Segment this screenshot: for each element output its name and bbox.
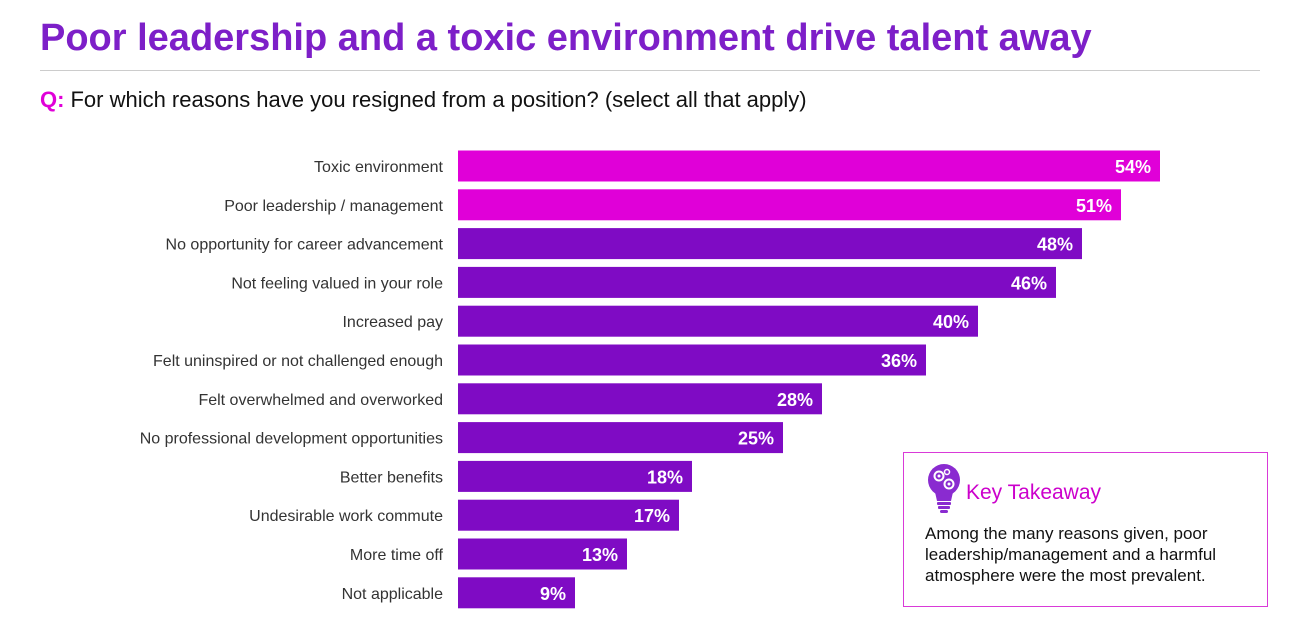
value-label-no-opportunity-for-career-advancement: 48% [1037,235,1073,255]
lightbulb-gears-icon [928,464,960,513]
key-takeaway-box: Key Takeaway Among the many reasons give… [903,452,1268,607]
category-label-felt-uninspired-or-not-challenged-enough: Felt uninspired or not challenged enough [153,353,443,370]
takeaway-heading: Key Takeaway [966,481,1102,504]
category-label-toxic-environment: Toxic environment [314,159,444,176]
value-label-felt-overwhelmed-and-overworked: 28% [777,390,813,410]
bar-no-opportunity-for-career-advancement [458,228,1082,260]
value-label-felt-uninspired-or-not-challenged-enough: 36% [881,351,917,371]
value-label-better-benefits: 18% [647,467,683,487]
bar-felt-uninspired-or-not-challenged-enough [458,344,926,376]
value-labels-layer: 54%51%48% 46% 40% 36% 28%25% 18% 17% 13% 9% [540,157,1151,604]
category-label-better-benefits: Better benefits [340,469,443,486]
category-label-not-feeling-valued-in-your-role: Not feeling valued in your role [231,275,443,292]
category-label-more-time-off: More time off [350,547,444,564]
value-label-not-applicable: 9% [540,584,566,604]
category-label-undesirable-work-commute: Undesirable work commute [249,508,443,525]
category-labels-layer: Toxic environment Poor leadership / manag… [140,159,444,603]
bar-better-benefits [458,460,692,492]
bar-undesirable-work-commute [458,499,679,531]
category-label-not-applicable: Not applicable [342,586,444,603]
bar-no-professional-development-opportunities [458,422,783,454]
category-label-no-opportunity-for-career-advancement: No opportunity for career advancement [166,237,444,254]
category-label-increased-pay: Increased pay [342,314,443,331]
value-label-toxic-environment: 54% [1115,157,1151,177]
takeaway-body: Among the many reasons given, poor leade… [925,524,1217,585]
value-label-poor-leadership-management: 51% [1076,196,1112,216]
bar-felt-overwhelmed-and-overworked [458,383,822,415]
bar-more-time-off [458,538,627,570]
value-label-more-time-off: 13% [582,545,618,565]
value-label-increased-pay: 40% [933,312,969,332]
question-prefix: Q: [40,87,65,112]
bar-toxic-environment [458,150,1160,182]
category-label-poor-leadership-management: Poor leadership / management [224,198,443,215]
value-label-not-feeling-valued-in-your-role: 46% [1011,273,1047,293]
value-label-no-professional-development-opportunities: 25% [738,429,774,449]
category-label-no-professional-development-opportunities: No professional development opportunitie… [140,431,443,448]
title-divider [40,70,1260,71]
page-title: Poor leadership and a toxic environment … [40,17,1092,59]
value-label-undesirable-work-commute: 17% [634,506,670,526]
bar-not-applicable [458,577,575,609]
category-label-felt-overwhelmed-and-overworked: Felt overwhelmed and overworked [198,392,443,409]
bars-layer [458,150,1160,609]
bar-not-feeling-valued-in-your-role [458,266,1056,298]
question-text: For which reasons have you resigned from… [70,87,807,112]
bar-poor-leadership-management [458,189,1121,221]
survey-question: Q: For which reasons have you resigned fr… [40,86,807,114]
bar-increased-pay [458,305,978,337]
